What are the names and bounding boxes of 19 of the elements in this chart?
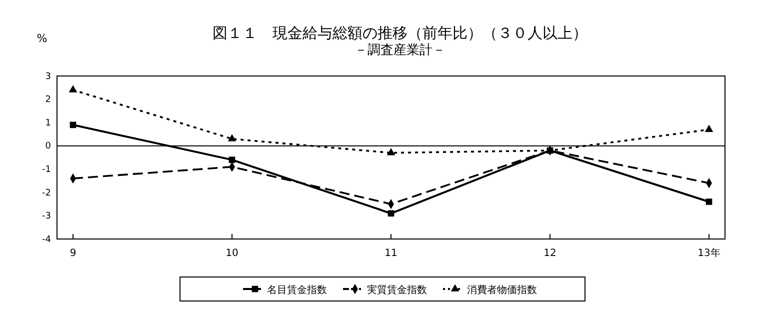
x-tick-label: 12	[544, 248, 556, 260]
y-tick-label: 3	[45, 72, 51, 82]
legend-label: 名目賃金指数	[267, 284, 327, 296]
legend-label: 消費者物価指数	[467, 284, 537, 296]
legend-label: 実質賃金指数	[367, 284, 427, 296]
chart-title: 図１１ 現金給与総額の推移（前年比）（３０人以上）	[212, 24, 588, 42]
x-tick-label: 9	[70, 248, 76, 260]
chart-subtitle: －調査産業計－	[354, 42, 446, 58]
y-tick-label: -4	[42, 234, 52, 245]
y-tick-label: 0	[45, 142, 52, 152]
y-tick-label: -2	[42, 188, 51, 198]
x-tick-label: 11	[384, 248, 398, 260]
y-tick-label: -3	[42, 212, 51, 222]
x-tick-label: 13年	[698, 247, 720, 260]
x-tick-label: 10	[226, 248, 238, 260]
y-tick-label: 1	[45, 118, 51, 128]
y-axis-title: %	[36, 32, 48, 45]
y-tick-label: 2	[45, 95, 51, 106]
y-tick-label: -1	[42, 165, 51, 176]
